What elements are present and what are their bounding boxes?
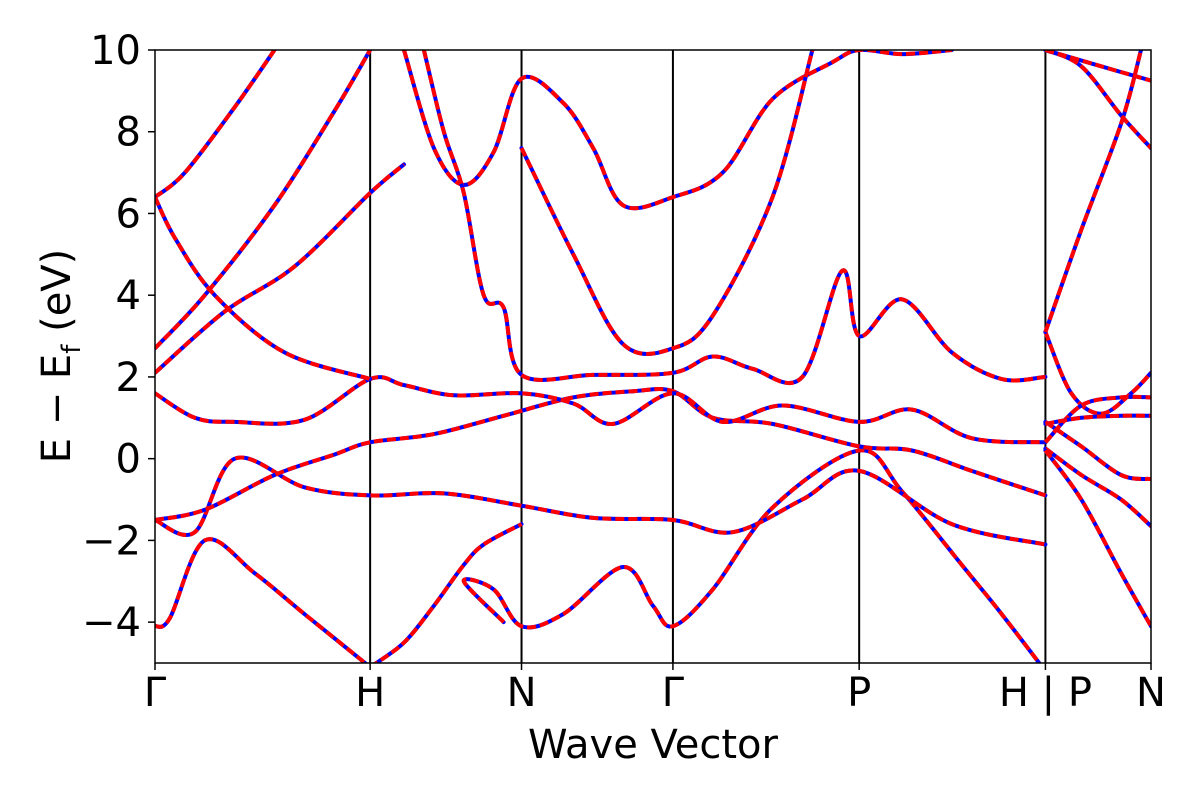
x-tick-label: N <box>1136 670 1166 716</box>
band-line-dashed <box>519 50 815 356</box>
x-tick-label: H | P <box>999 670 1092 716</box>
band-line <box>1043 394 1151 445</box>
band-line-dashed <box>461 448 1042 663</box>
band-line <box>155 537 369 663</box>
band-line-dashed <box>372 522 523 663</box>
band-line-solid <box>461 448 1042 663</box>
band-line-dashed <box>1043 50 1143 333</box>
band-line <box>155 387 1048 522</box>
band-line <box>421 50 1048 385</box>
y-tick-label: −4 <box>82 600 141 646</box>
band-line <box>155 455 1048 547</box>
x-tick-label: Γ <box>144 670 167 716</box>
y-axis-label-sub: f <box>57 344 87 354</box>
y-axis-label: E − Ef (eV) <box>34 249 87 464</box>
series-layer <box>155 50 1151 663</box>
y-axis-label-main: E − E <box>34 354 80 464</box>
x-tick-label: Γ <box>662 670 685 716</box>
y-tick-label: 10 <box>90 28 141 74</box>
band-line <box>1043 50 1151 83</box>
band-line-dashed <box>155 50 372 350</box>
band-line-dashed <box>155 387 1047 522</box>
band-line-solid <box>421 50 1048 385</box>
band-line <box>155 162 406 375</box>
band-line-dashed <box>155 196 371 381</box>
band-line <box>155 195 373 381</box>
band-line-solid <box>155 50 277 200</box>
band-line-solid <box>155 50 373 351</box>
band-line-dashed <box>1043 394 1151 444</box>
band-line <box>155 50 373 351</box>
x-tick-label: N <box>507 670 537 716</box>
x-tick-label: H <box>355 670 385 716</box>
y-tick-label: 6 <box>116 191 141 237</box>
band-line <box>1043 50 1143 334</box>
y-axis-label-unit: (eV) <box>34 249 80 345</box>
band-line <box>372 522 524 663</box>
x-axis-label: Wave Vector <box>528 722 779 768</box>
x-tick-label: P <box>847 670 871 716</box>
y-tick-label: 4 <box>116 273 141 319</box>
y-axis: −4 −2 0 2 4 6 8 10 <box>82 28 155 646</box>
y-tick-label: −2 <box>82 518 141 564</box>
band-line-dashed <box>421 50 1046 385</box>
band-line <box>519 50 815 356</box>
band-line <box>1043 413 1151 426</box>
band-line <box>155 50 277 200</box>
band-line <box>1043 448 1151 629</box>
band-line-solid <box>519 50 815 356</box>
band-line-solid <box>155 537 369 663</box>
axes-frame <box>154 49 1152 664</box>
band-line-dashed <box>1044 420 1151 482</box>
band-line-dashed <box>155 50 277 199</box>
band-line-dashed <box>402 50 952 211</box>
band-line <box>155 375 1048 445</box>
band-line-dashed <box>155 375 1046 445</box>
band-line-dashed <box>1043 449 1151 628</box>
band-line-dashed <box>155 162 406 375</box>
band-line-dashed <box>155 455 1046 547</box>
band-line <box>1043 419 1151 482</box>
band-line <box>1043 330 1151 416</box>
band-line-dashed <box>1043 331 1151 416</box>
x-axis: Γ H N Γ P H | P N <box>144 663 1166 716</box>
y-tick-label: 2 <box>116 355 141 401</box>
band-line-dashed <box>1044 446 1151 528</box>
band-line-dashed <box>1044 50 1151 83</box>
y-tick-label: 0 <box>116 437 141 483</box>
band-line <box>402 50 954 211</box>
y-tick-label: 8 <box>116 110 141 156</box>
band-line <box>1043 446 1151 529</box>
band-line-dashed <box>1045 413 1151 426</box>
band-line <box>461 448 1042 663</box>
band-line-solid <box>402 50 954 211</box>
band-line-dashed <box>155 537 369 663</box>
